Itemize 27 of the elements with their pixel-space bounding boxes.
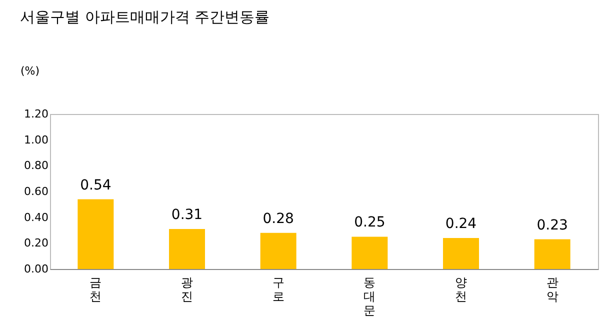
bar — [78, 199, 114, 269]
x-tick-label: 광진 — [181, 276, 193, 304]
x-tick-label: 양천 — [455, 276, 467, 304]
data-label: 0.25 — [354, 214, 386, 231]
x-tick-label: 구로 — [272, 276, 284, 304]
y-axis-title: (%) — [20, 64, 40, 78]
bar — [534, 239, 570, 269]
y-tick-label: 1.00 — [24, 133, 48, 146]
y-tick-label: 0.20 — [24, 236, 48, 250]
bar — [260, 232, 296, 269]
data-label: 0.54 — [80, 177, 112, 194]
y-tick-label: 0.60 — [24, 185, 48, 198]
data-label: 0.23 — [536, 217, 568, 234]
x-tick-label: 금천 — [90, 276, 102, 304]
data-label: 0.24 — [445, 216, 477, 232]
y-tick-label: 0.80 — [24, 159, 48, 172]
chart-title: 서울구별 아파트매매가격 주간변동률 — [20, 8, 270, 26]
bar — [443, 238, 479, 269]
bar — [169, 228, 205, 269]
y-tick-label: 0.40 — [24, 210, 48, 224]
y-tick-label: 0.00 — [24, 262, 48, 276]
bar — [352, 236, 388, 269]
x-tick-label: 동대문 — [364, 276, 376, 318]
y-tick-label: 1.20 — [24, 108, 48, 120]
data-label: 0.28 — [262, 210, 294, 227]
data-label: 0.31 — [171, 206, 203, 223]
x-tick-label: 관악 — [546, 276, 558, 304]
